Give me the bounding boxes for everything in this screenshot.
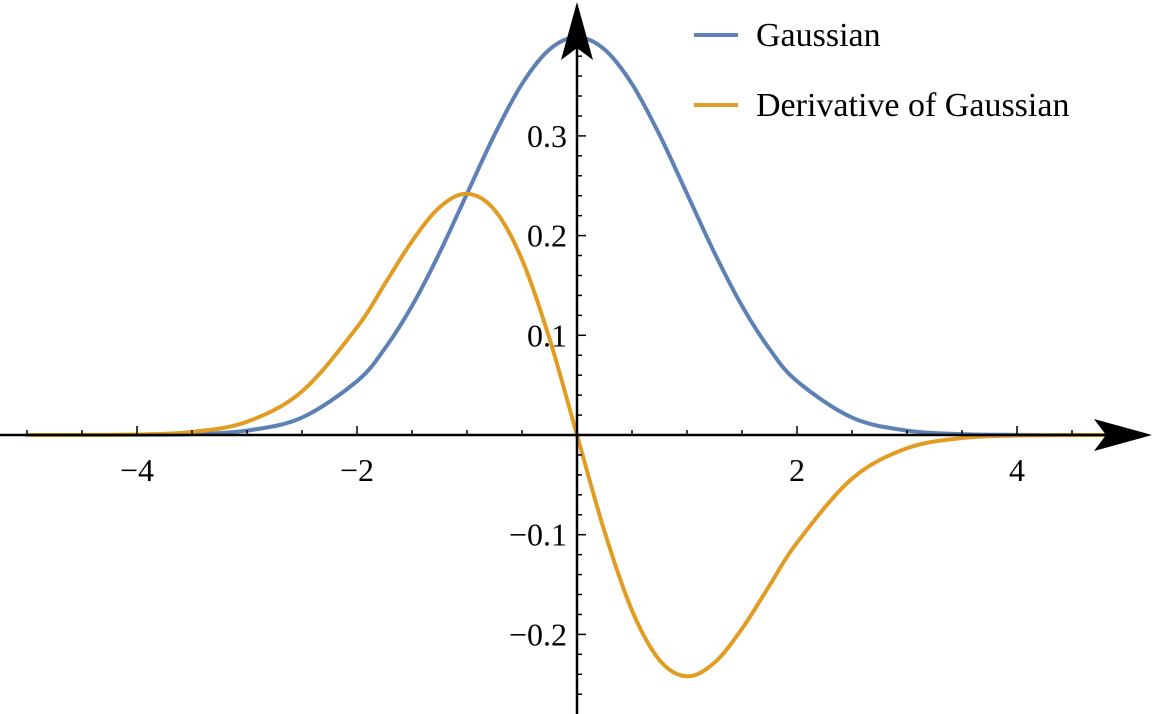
- y-tick-label: −0.1: [509, 517, 567, 553]
- x-tick-label: −2: [340, 452, 374, 488]
- axis-tick-labels: −4 −2 2 4 −0.2 −0.1 0.1 0.2 0.3: [120, 118, 1025, 653]
- legend-label: Gaussian: [756, 17, 881, 54]
- y-tick-label: 0.2: [527, 218, 567, 254]
- x-tick-label: 4: [1009, 452, 1025, 488]
- y-tick-label: 0.1: [527, 317, 567, 353]
- y-tick-label: 0.3: [527, 118, 567, 154]
- legend: Gaussian Derivative of Gaussian: [694, 17, 1069, 124]
- x-tick-label: 2: [789, 452, 805, 488]
- y-tick-label: −0.2: [509, 616, 567, 652]
- x-tick-label: −4: [120, 452, 154, 488]
- legend-label: Derivative of Gaussian: [756, 87, 1069, 124]
